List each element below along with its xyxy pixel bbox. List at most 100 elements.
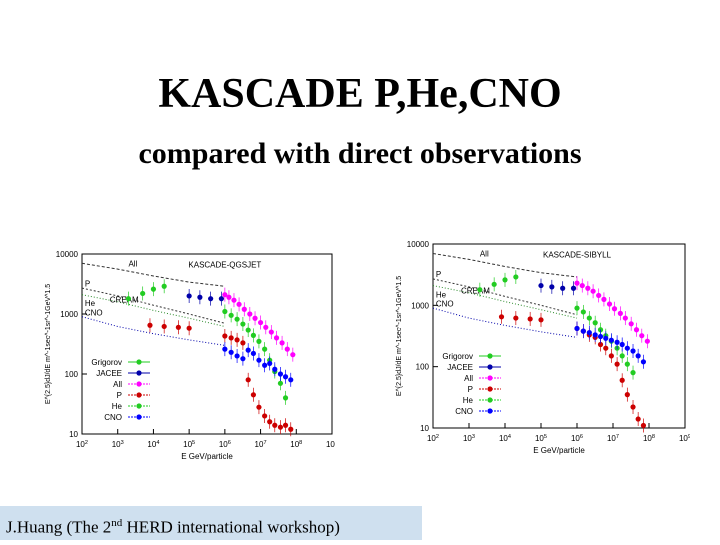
data-point-cream — [498, 314, 505, 320]
data-point-all — [628, 321, 634, 327]
data-point-p — [262, 413, 268, 419]
data-point-cream — [161, 323, 167, 330]
data-point-cno — [250, 350, 257, 357]
y-tick-label: 10 — [420, 424, 429, 433]
data-point-he — [234, 316, 240, 322]
data-point-jacee — [538, 282, 544, 289]
data-point-all — [290, 352, 296, 358]
data-point-p — [256, 404, 262, 410]
data-point-he — [228, 312, 234, 318]
legend-label: Grigorov — [91, 358, 122, 367]
data-point-jacee — [570, 285, 577, 291]
data-point-all — [247, 311, 253, 317]
data-point-cno — [619, 341, 625, 348]
chart-qgsjet: 102 103 104 105 106 107 108 109 10 100 1000 10000 E … — [45, 250, 335, 461]
data-point-all — [606, 301, 613, 307]
data-point-all — [596, 292, 602, 299]
x-tick-label: 103 — [463, 434, 475, 443]
legend-label: Grigorov — [442, 352, 473, 361]
data-point-he — [277, 380, 284, 386]
model-curve — [81, 316, 225, 346]
data-point-he — [256, 338, 262, 344]
data-point-all — [284, 346, 290, 352]
data-point-grigorov — [150, 286, 157, 292]
legend-label: CNO — [455, 407, 473, 416]
footer-credit: J.Huang (The 2nd HERD international work… — [0, 506, 422, 540]
model-curve — [432, 278, 578, 316]
footer-event: HERD international workshop) — [122, 517, 340, 537]
data-point-p — [228, 335, 234, 341]
data-point-grigorov — [161, 283, 167, 289]
y-tick-label: 10 — [69, 430, 78, 439]
data-point-all — [226, 294, 232, 300]
curve-label: CREAM — [461, 287, 490, 296]
data-point-grigorov — [502, 277, 508, 283]
curve-label: CNO — [436, 300, 454, 309]
legend-marker — [487, 375, 493, 381]
data-point-cno — [603, 335, 609, 341]
data-point-he — [282, 395, 289, 401]
y-tick-label: 100 — [416, 363, 430, 372]
data-point-p — [222, 333, 228, 339]
data-point-p — [624, 392, 630, 398]
data-point-all — [263, 324, 269, 330]
y-tick-label: 1000 — [60, 310, 78, 319]
legend-label: JACEE — [96, 369, 122, 378]
slide-subtitle: compared with direct observations — [138, 137, 582, 170]
data-point-cno — [624, 345, 630, 351]
data-point-cream — [538, 317, 544, 323]
model-curve — [432, 307, 578, 338]
legend-marker — [487, 408, 493, 414]
data-point-he — [245, 327, 251, 333]
chart-title: KASCADE-SIBYLL — [543, 251, 612, 260]
data-point-all — [639, 333, 645, 339]
data-point-grigorov — [491, 281, 497, 287]
data-point-all — [579, 282, 585, 289]
legend-marker — [487, 364, 493, 370]
model-curve — [432, 253, 578, 278]
data-point-cream — [147, 322, 153, 328]
x-axis-label: E GeV/particle — [533, 446, 585, 455]
data-point-cno — [597, 333, 604, 340]
data-point-grigorov — [477, 287, 483, 293]
y-tick-label: 100 — [65, 370, 79, 379]
x-tick-label: 105 — [535, 434, 547, 443]
data-point-jacee — [197, 294, 203, 300]
x-tick-label: 103 — [112, 440, 124, 449]
data-point-all — [273, 335, 280, 341]
data-point-all — [633, 327, 640, 333]
data-point-cno — [574, 325, 580, 332]
data-point-he — [262, 346, 268, 352]
data-point-he — [592, 320, 598, 326]
legend-marker — [136, 403, 142, 409]
curve-label: CREAM — [110, 296, 139, 305]
data-point-p — [277, 424, 284, 430]
curve-label: All — [480, 250, 489, 259]
x-tick-label: 108 — [643, 434, 655, 443]
data-point-all — [601, 296, 607, 302]
data-point-jacee — [549, 284, 555, 290]
data-point-all — [268, 329, 274, 335]
data-point-all — [644, 338, 650, 344]
data-point-cream — [527, 316, 533, 322]
legend-label: All — [464, 374, 473, 383]
data-point-cno — [272, 366, 278, 372]
data-point-p — [630, 404, 636, 410]
x-tick-label: 109 — [326, 440, 335, 449]
data-point-p — [250, 392, 257, 398]
data-point-he — [574, 305, 580, 311]
data-point-jacee — [560, 285, 566, 291]
data-point-p — [614, 361, 620, 367]
model-curve — [81, 262, 225, 287]
data-point-all — [231, 297, 237, 303]
data-point-all — [617, 310, 623, 316]
data-point-all — [222, 292, 228, 298]
data-point-cno — [267, 360, 273, 367]
data-point-p — [267, 419, 273, 425]
data-point-he — [222, 308, 228, 315]
y-axis-label: E^{2.5}dJ/dE m^-1sec^-1sr^-1GeV^1.5 — [45, 284, 52, 404]
data-point-all — [574, 280, 580, 286]
data-point-cno — [635, 353, 641, 359]
legend-label: JACEE — [447, 363, 473, 372]
legend-label: P — [468, 385, 473, 394]
